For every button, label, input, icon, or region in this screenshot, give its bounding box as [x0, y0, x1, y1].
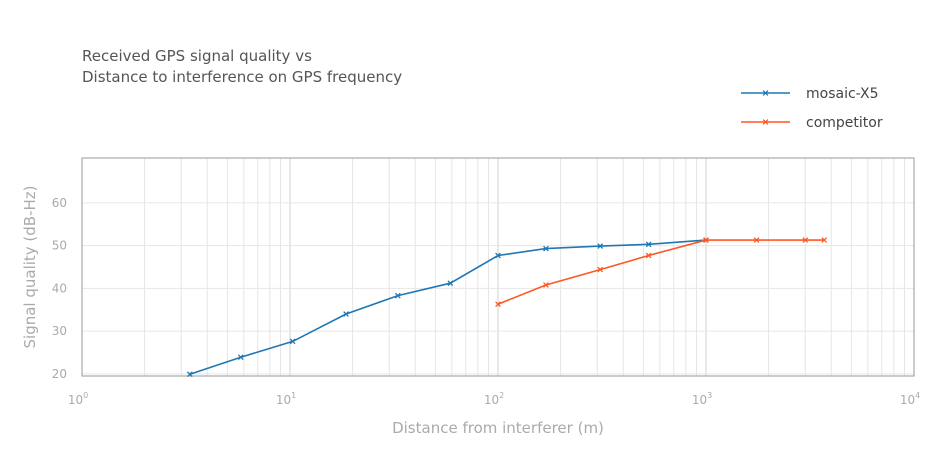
x-tick-label: 101: [276, 391, 296, 407]
y-axis-label: Signal quality (dB-Hz): [21, 185, 39, 348]
data-point: [703, 237, 709, 243]
data-point: [495, 252, 501, 259]
series-group: [186, 237, 828, 378]
y-tick-label: 40: [52, 281, 67, 295]
x-axis-ticks: 100 101 102 103 104: [68, 391, 920, 407]
chart-title-line-2: Distance to interference on GPS frequenc…: [82, 68, 402, 86]
series-line: [189, 239, 707, 376]
x-tick-label: 102: [484, 391, 504, 407]
data-point: [343, 311, 349, 317]
data-point: [645, 241, 652, 248]
legend-label: competitor: [806, 115, 883, 131]
legend-label: mosaic-X5: [806, 86, 879, 102]
legend-swatch-marker: [762, 90, 769, 96]
x-tick-label: 104: [900, 391, 920, 407]
y-tick-label: 60: [52, 196, 67, 210]
y-tick-label: 20: [52, 367, 67, 381]
data-point: [186, 371, 193, 378]
data-point: [753, 237, 760, 243]
series-line: [497, 239, 825, 305]
grid: [81, 158, 915, 376]
data-point: [802, 237, 809, 243]
y-axis-ticks: 20 30 40 50 60: [52, 196, 67, 381]
data-point: [645, 252, 652, 259]
data-point: [289, 338, 296, 345]
y-tick-label: 50: [52, 239, 67, 253]
data-point: [495, 301, 501, 308]
data-point: [394, 292, 401, 299]
series-1: [495, 237, 828, 308]
chart-title-line-1: Received GPS signal quality vs: [82, 47, 312, 65]
data-point: [543, 282, 549, 288]
legend-item: mosaic-X5: [741, 86, 879, 102]
data-point: [597, 243, 604, 249]
data-point: [543, 245, 549, 252]
x-tick-label: 100: [68, 391, 88, 407]
x-tick-label: 103: [692, 391, 712, 407]
legend-swatch-marker: [762, 119, 769, 125]
data-point: [821, 237, 828, 243]
data-point: [597, 266, 604, 273]
plot-area-border: [81, 157, 915, 377]
data-point: [447, 280, 454, 287]
x-axis-label: Distance from interferer (m): [392, 419, 604, 437]
series-0: [186, 237, 709, 378]
data-point: [237, 354, 244, 361]
y-tick-label: 30: [52, 324, 67, 338]
legend-item: competitor: [741, 115, 883, 131]
legend: mosaic-X5 competitor: [741, 86, 883, 131]
